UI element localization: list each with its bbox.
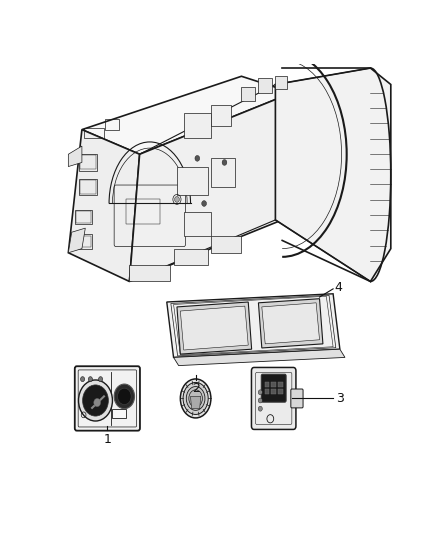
Circle shape (175, 197, 179, 202)
Polygon shape (180, 306, 248, 350)
Bar (126, 199, 160, 224)
Bar (84, 127, 104, 138)
Circle shape (195, 156, 200, 161)
FancyBboxPatch shape (251, 367, 296, 430)
Bar (80, 156, 96, 169)
Text: 4: 4 (335, 281, 343, 294)
Bar (265, 382, 269, 387)
Circle shape (94, 399, 101, 407)
Bar (184, 113, 211, 138)
Bar (211, 105, 231, 126)
Polygon shape (191, 397, 201, 409)
Polygon shape (173, 349, 345, 366)
Circle shape (117, 388, 131, 405)
Polygon shape (68, 146, 82, 166)
Bar (177, 166, 208, 195)
Bar (78, 154, 97, 171)
Polygon shape (130, 93, 293, 281)
Circle shape (114, 384, 134, 409)
Text: 1: 1 (103, 433, 111, 446)
Bar (130, 265, 170, 281)
Circle shape (99, 377, 102, 382)
FancyBboxPatch shape (291, 389, 303, 408)
Circle shape (258, 398, 262, 403)
Circle shape (83, 385, 108, 416)
Bar (265, 390, 269, 394)
Polygon shape (82, 76, 293, 154)
Bar (77, 236, 91, 247)
Ellipse shape (186, 386, 205, 410)
Polygon shape (68, 130, 140, 281)
Bar (80, 180, 96, 194)
Bar (271, 382, 276, 387)
Circle shape (202, 200, 206, 206)
Polygon shape (68, 228, 85, 253)
Circle shape (81, 377, 85, 382)
Bar (258, 78, 272, 93)
FancyBboxPatch shape (261, 374, 286, 402)
Circle shape (258, 406, 262, 411)
Circle shape (78, 380, 113, 421)
Text: 3: 3 (336, 392, 344, 405)
Text: 2: 2 (192, 382, 200, 395)
Bar (276, 76, 287, 88)
Polygon shape (276, 68, 391, 281)
FancyBboxPatch shape (75, 366, 140, 431)
Bar (105, 119, 119, 130)
Polygon shape (167, 294, 340, 358)
Bar (271, 390, 276, 394)
Ellipse shape (189, 390, 202, 407)
Bar (211, 158, 235, 187)
Circle shape (88, 377, 92, 382)
Bar (278, 390, 283, 394)
Circle shape (258, 390, 262, 395)
Ellipse shape (183, 383, 208, 415)
Bar (75, 209, 92, 224)
Bar (75, 235, 92, 248)
Circle shape (222, 159, 227, 165)
Bar (211, 236, 241, 253)
Polygon shape (177, 302, 251, 354)
Bar (173, 248, 208, 265)
Bar (278, 382, 283, 387)
Bar (184, 212, 211, 236)
Bar (78, 179, 97, 195)
Bar (113, 409, 126, 418)
Bar (241, 86, 255, 101)
Polygon shape (258, 298, 323, 348)
Ellipse shape (180, 379, 211, 418)
Polygon shape (262, 303, 320, 344)
Bar (77, 211, 91, 223)
